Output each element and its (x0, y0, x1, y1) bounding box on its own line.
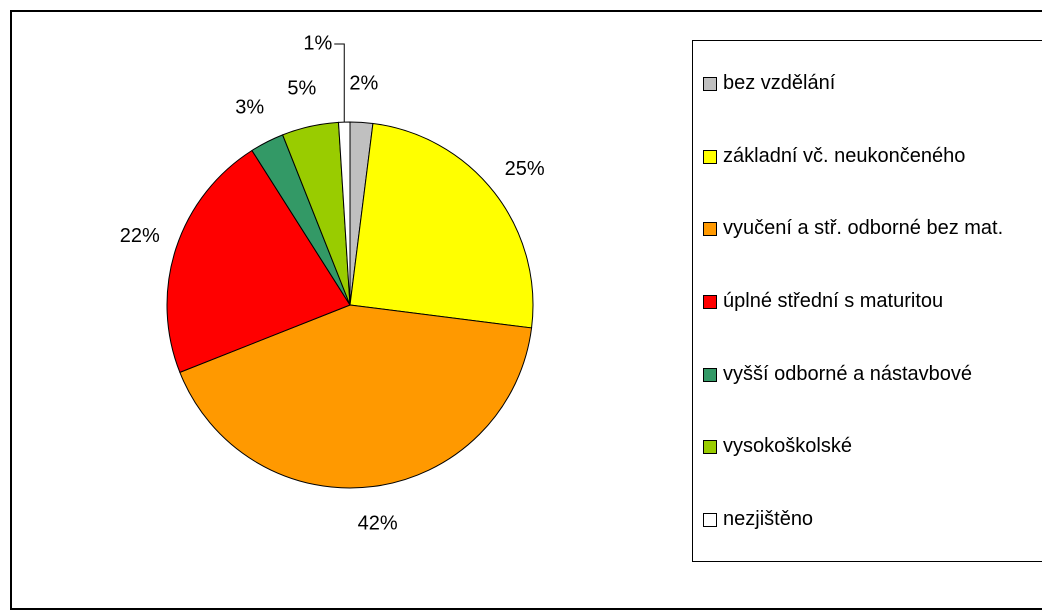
legend-entry: vyučení a stř. odborné bez mat. (703, 216, 1023, 240)
data-label: 22% (120, 225, 160, 247)
data-label: 5% (287, 78, 316, 100)
legend-swatch (703, 149, 717, 164)
legend-label: bez vzdělání (723, 72, 836, 95)
legend-entry: bez vzdělání (703, 71, 1023, 95)
legend: bez vzdělání základní vč. neukončeného vyu… (692, 40, 1042, 562)
chart: 2% 25% 42% 22% 3% 5% 1% (120, 32, 545, 535)
leader-line (334, 43, 345, 123)
legend-swatch (703, 77, 717, 92)
legend-label: úplné střední s maturitou (723, 289, 944, 312)
legend-swatch (703, 440, 717, 455)
legend-swatch (703, 512, 717, 527)
legend-label: základní vč. neukončeného (723, 144, 966, 167)
data-label: 3% (235, 96, 264, 118)
legend-entry: úplné střední s maturitou (703, 289, 1023, 313)
data-label: 25% (505, 158, 545, 180)
page: {"chart_data": {"type": "pie", "categori… (10, 10, 1042, 610)
legend-entry: vyšší odborné a nástavbové (703, 362, 1023, 386)
pie-slice (179, 304, 533, 489)
data-label: 42% (358, 513, 398, 535)
data-label: 2% (349, 73, 378, 95)
legend-entry: základní vč. neukončeného (703, 144, 1023, 168)
legend-label: vyšší odborné a nástavbové (723, 362, 973, 385)
legend-label: vysokoškolské (723, 435, 852, 458)
legend-entry: nezjištěno (703, 507, 1023, 531)
legend-swatch (703, 222, 717, 237)
legend-label: vyučení a stř. odborné bez mat. (723, 217, 1004, 240)
legend-swatch (703, 294, 717, 309)
legend-entry: vysokoškolské (703, 434, 1023, 458)
pie-slice (166, 149, 351, 374)
legend-label: nezjištěno (723, 507, 814, 530)
pie-slice (349, 122, 534, 329)
data-label: 1% (303, 32, 332, 54)
legend-swatch (703, 367, 717, 382)
